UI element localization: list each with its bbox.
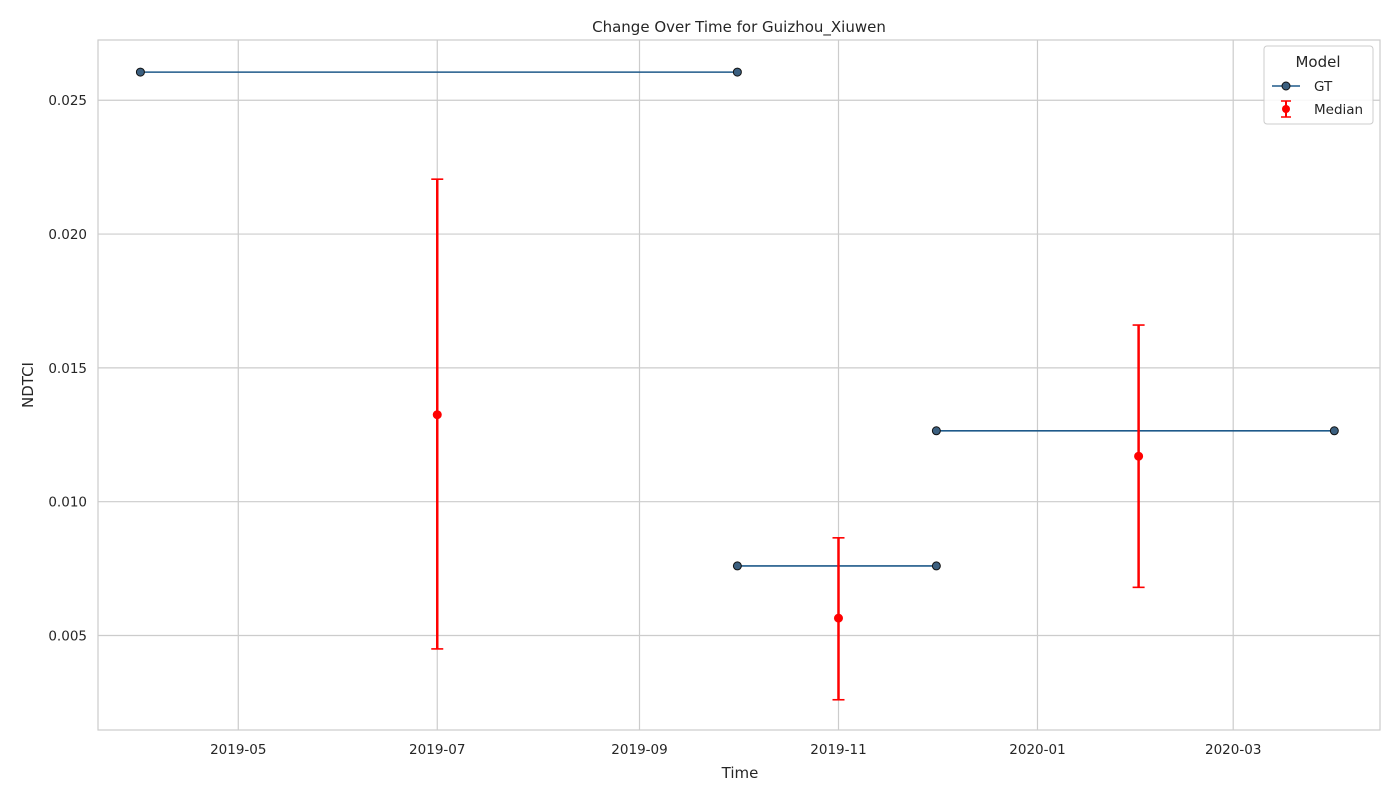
legend: Model GT Median [1263,45,1374,125]
x-tick-labels: 2019-05 2019-07 2019-09 2019-11 2020-01 2020-… [210,742,1261,758]
median-point [1134,451,1144,461]
median-series [431,178,1145,701]
gt-point [931,426,941,436]
grid [98,40,1380,730]
x-tick-label: 2019-07 [409,742,465,758]
x-tick-label: 2019-11 [810,742,866,758]
x-tick-label: 2020-01 [1009,742,1065,758]
y-tick-label: 0.015 [48,361,87,377]
legend-gt-label: GT [1314,79,1333,95]
x-tick-label: 2020-03 [1205,742,1261,758]
legend-title: Model [1295,53,1340,71]
gt-point [1329,426,1339,436]
x-tick-label: 2019-05 [210,742,266,758]
y-axis-label: NDTCI [19,362,37,408]
gt-point [135,67,145,77]
legend-gt-marker [1281,81,1291,91]
y-tick-labels: 0.005 0.010 0.015 0.020 0.025 [48,93,87,644]
gt-point [732,67,742,77]
legend-box [1263,45,1374,125]
x-axis-label: Time [721,764,759,782]
y-tick-label: 0.005 [48,629,87,645]
y-tick-label: 0.020 [48,227,87,243]
x-tick-label: 2019-09 [611,742,667,758]
gt-point [931,561,941,571]
gt-point [732,561,742,571]
median-point [833,613,843,623]
chart-title: Change Over Time for Guizhou_Xiuwen [592,18,886,37]
legend-median-label: Median [1314,102,1363,118]
legend-item-gt: GT [1272,79,1333,95]
median-point [432,410,442,420]
plot-area [97,39,1381,731]
y-tick-label: 0.010 [48,495,87,511]
y-tick-label: 0.025 [48,93,87,109]
legend-median-marker [1282,105,1290,113]
gt-series [135,67,1339,571]
legend-item-median: Median [1281,100,1363,118]
